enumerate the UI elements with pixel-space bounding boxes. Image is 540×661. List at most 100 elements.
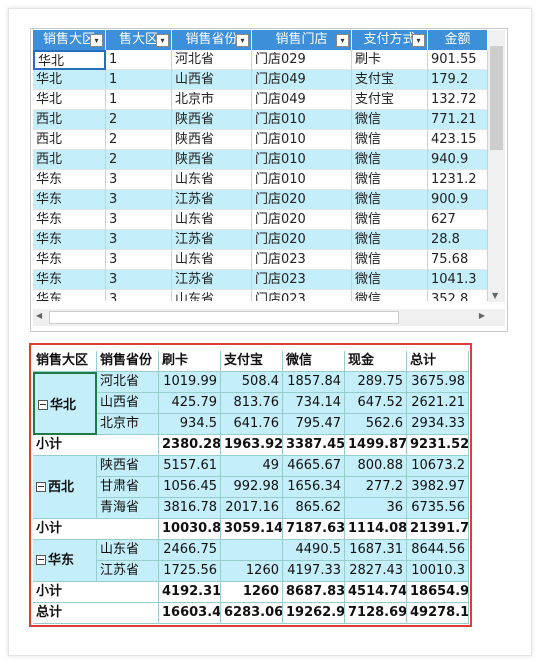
column-header[interactable]: 支付方式 ▾ [352,30,428,50]
filter-button[interactable]: ▾ [336,34,349,47]
grid-cell[interactable]: 华东 [33,270,106,290]
grid-cell[interactable]: 3 [106,270,172,290]
grid-cell[interactable]: 刷卡 [352,50,428,70]
grid-cell[interactable]: 山西省 [172,70,252,90]
grid-cell[interactable]: 门店010 [252,110,352,130]
grid-cell[interactable]: 2 [106,150,172,170]
column-header[interactable]: 销售门店 ▾ [252,30,352,50]
grid-cell[interactable]: 江苏省 [172,190,252,210]
grid-cell[interactable]: 3 [106,170,172,190]
scroll-right-arrow[interactable]: ▶ [478,311,485,320]
grid-cell[interactable]: 陕西省 [172,150,252,170]
grid-cell[interactable]: 627 [428,210,488,230]
grid-cell[interactable]: 西北 [33,150,106,170]
grid-cell[interactable]: 1 [106,90,172,110]
column-header[interactable]: 销售省份 ▾ [172,30,252,50]
grid-cell[interactable]: 门店020 [252,230,352,250]
grid-cell[interactable]: 门店020 [252,190,352,210]
region-cell[interactable]: 华东 [33,540,97,582]
grid-cell[interactable]: 山东省 [172,250,252,270]
grid-cell[interactable]: 3 [106,230,172,250]
grid-cell[interactable]: 支付宝 [352,70,428,90]
v-scroll-thumb[interactable] [490,46,503,150]
grid-cell[interactable]: 门店029 [252,50,352,70]
grid-cell[interactable]: 华北 [33,90,106,110]
grid-cell[interactable]: 28.8 [428,230,488,250]
grid-cell[interactable]: 门店023 [252,290,352,301]
grid-cell[interactable]: 132.72 [428,90,488,110]
grid-cell[interactable]: 微信 [352,230,428,250]
grid-cell[interactable]: 西北 [33,130,106,150]
grid-cell[interactable]: 华北 [33,70,106,90]
grid-cell[interactable]: 江苏省 [172,270,252,290]
grid-cell[interactable]: 门店049 [252,90,352,110]
filter-button[interactable]: ▾ [90,34,103,47]
grid-cell[interactable]: 门店023 [252,250,352,270]
grid-cell[interactable]: 门店023 [252,270,352,290]
grid-cell[interactable]: 3 [106,290,172,301]
grid-cell[interactable]: 北京市 [172,90,252,110]
column-header[interactable]: 售大区 ▾ [106,30,172,50]
grid-cell[interactable]: 179.2 [428,70,488,90]
grid-cell[interactable]: 1 [106,50,172,70]
grid-cell[interactable]: 江苏省 [172,230,252,250]
grid-cell[interactable]: 微信 [352,290,428,301]
collapse-toggle[interactable] [38,400,48,410]
grid-cell[interactable]: 门店049 [252,70,352,90]
grid-cell[interactable]: 陕西省 [172,110,252,130]
collapse-toggle[interactable] [36,482,46,492]
grid-cell[interactable]: 门店020 [252,210,352,230]
grid-cell[interactable]: 423.15 [428,130,488,150]
grid-cell[interactable]: 华东 [33,170,106,190]
grid-cell[interactable]: 微信 [352,110,428,130]
grid-cell[interactable]: 微信 [352,150,428,170]
grid-cell[interactable]: 微信 [352,190,428,210]
grid-cell[interactable]: 华东 [33,190,106,210]
grid-cell[interactable]: 微信 [352,130,428,150]
grid-cell[interactable]: 微信 [352,250,428,270]
grid-cell[interactable]: 微信 [352,210,428,230]
grid-cell[interactable]: 陕西省 [172,130,252,150]
grid-cell[interactable]: 华东 [33,290,106,301]
grid-cell[interactable]: 2 [106,130,172,150]
scroll-down-arrow[interactable]: ▼ [492,291,499,300]
grid-cell[interactable]: 微信 [352,170,428,190]
grid-cell[interactable]: 75.68 [428,250,488,270]
scroll-left-arrow[interactable]: ◀ [36,311,43,320]
column-header[interactable]: 销售大区 ▾ [33,30,106,50]
grid-cell[interactable]: 900.9 [428,190,488,210]
grid-cell[interactable]: 901.55 [428,50,488,70]
grid-cell[interactable]: 940.9 [428,150,488,170]
h-scrollbar[interactable]: ◀ ▶ [33,309,505,326]
filter-button[interactable]: ▾ [156,34,169,47]
grid-cell[interactable]: 771.21 [428,110,488,130]
region-cell[interactable]: 华北 [33,372,97,435]
grid-cell[interactable]: 华东 [33,210,106,230]
h-scroll-thumb[interactable] [49,311,399,324]
grid-cell[interactable]: 门店010 [252,130,352,150]
region-cell[interactable]: 西北 [33,456,97,519]
grid-cell[interactable]: 山东省 [172,210,252,230]
grid-cell[interactable]: 3 [106,190,172,210]
grid-cell[interactable]: 1041.3 [428,270,488,290]
grid-cell[interactable]: 支付宝 [352,90,428,110]
grid-cell[interactable]: 华东 [33,230,106,250]
v-scrollbar[interactable]: ▼ [488,30,505,302]
grid-cell[interactable]: 西北 [33,110,106,130]
filter-button[interactable]: ▾ [236,34,249,47]
grid-cell[interactable]: 华东 [33,250,106,270]
grid-cell[interactable]: 3 [106,210,172,230]
grid-cell[interactable]: 门店010 [252,150,352,170]
grid-cell[interactable]: 微信 [352,270,428,290]
grid-cell[interactable]: 1 [106,70,172,90]
grid-cell[interactable]: 华北 [33,50,106,70]
grid-cell[interactable]: 山东省 [172,290,252,301]
collapse-toggle[interactable] [36,555,46,565]
grid-cell[interactable]: 2 [106,110,172,130]
grid-cell[interactable]: 3 [106,250,172,270]
filter-button[interactable]: ▾ [412,34,425,47]
grid-cell[interactable]: 352.8 [428,290,488,301]
grid-cell[interactable]: 门店010 [252,170,352,190]
grid-cell[interactable]: 河北省 [172,50,252,70]
grid-cell[interactable]: 1231.2 [428,170,488,190]
